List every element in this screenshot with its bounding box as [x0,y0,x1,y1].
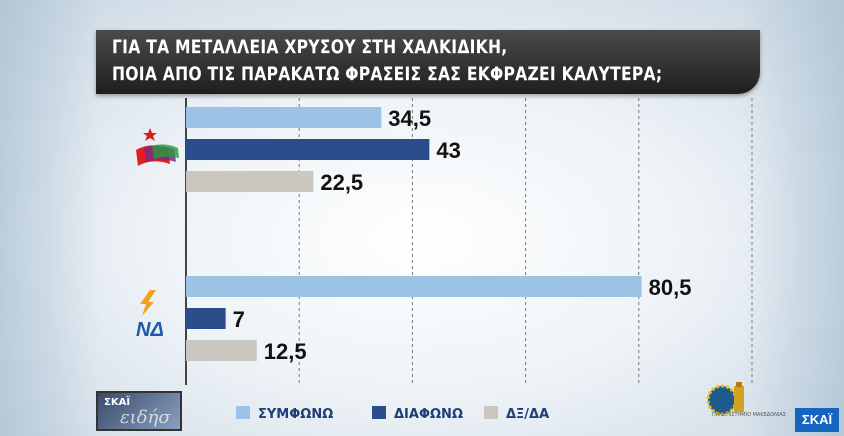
torch-icon [140,290,156,316]
bar [186,107,382,128]
legend-label: ΔΙΑΦΩΝΩ [394,407,463,422]
nd-logo-text: ΝΔ [136,319,164,341]
bar [186,308,226,329]
chart-bars [186,107,642,361]
bar [186,139,430,160]
thumbnail-channel-text: ΣΚΑΪ [104,397,131,408]
data-label: 80,5 [649,275,692,300]
university-logo [706,382,744,416]
university-logo-text: ΠΑΝΕΠΙΣΤΗΜΙΟ ΜΑΚΕΔΟΝΙΑΣ [712,412,786,418]
news-thumbnail: ΣΚΑΪ ειδήσ [96,391,182,431]
bar [186,276,642,297]
legend-swatch [484,406,498,419]
party-logos: ΝΔ [136,128,179,341]
legend-label: ΣΥΜΦΩΝΩ [258,407,333,422]
data-label: 12,5 [264,339,307,364]
chart-legend: ΣΥΜΦΩΝΩ ΔΙΑΦΩΝΩ ΔΞ/ΔΑ [236,406,549,422]
data-label: 43 [436,138,460,163]
title-line-2: ΠΟΙΑ ΑΠΟ ΤΙΣ ΠΑΡΑΚΑΤΩ ΦΡΑΣΕΙΣ ΣΑΣ ΕΚΦΡΑΖ… [112,63,663,85]
syriza-logo [136,128,179,166]
nd-logo: ΝΔ [136,290,164,341]
bar [186,340,257,361]
star-icon [143,128,157,141]
bar [186,171,314,192]
flag-green-icon [152,144,179,159]
channel-logo: ΣΚΑΪ [795,408,839,432]
thumbnail-sub-text: ειδήσ [120,407,171,428]
chart-value-labels: 34,543 22,5 80,5 7 12,5 [233,106,692,364]
legend-swatch [236,406,250,419]
legend-label: ΔΞ/ΔΑ [506,407,549,422]
data-label: 34,5 [388,106,431,131]
title-line-1: ΓΙΑ ΤΑ ΜΕΤΑΛΛΕΙΑ ΧΡΥΣΟΥ ΣΤΗ ΧΑΛΚΙΔΙΚΗ, [112,36,508,58]
title-box: ΓΙΑ ΤΑ ΜΕΤΑΛΛΕΙΑ ΧΡΥΣΟΥ ΣΤΗ ΧΑΛΚΙΔΙΚΗ, Π… [96,30,760,94]
data-label: 22,5 [320,170,363,195]
data-label: 7 [233,307,245,332]
legend-swatch [372,406,386,419]
